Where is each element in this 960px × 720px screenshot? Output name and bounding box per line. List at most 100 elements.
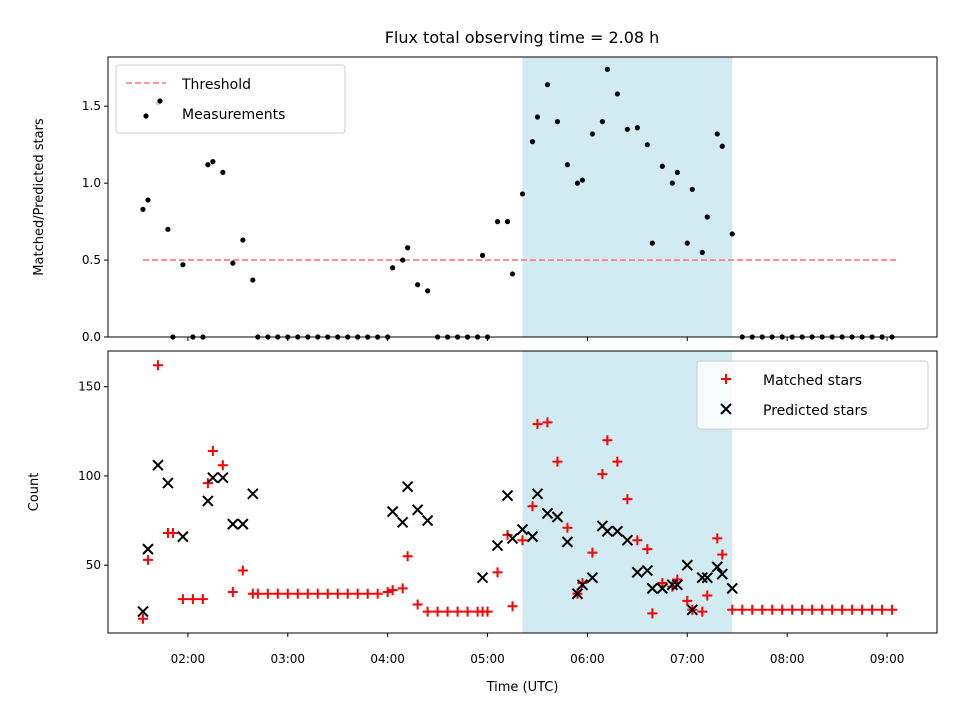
predicted-stars-point bbox=[601, 525, 614, 537]
x-tick-label: 07:00 bbox=[670, 652, 705, 666]
matched-stars-point bbox=[217, 460, 228, 471]
predicted-stars-point bbox=[526, 530, 539, 543]
matched-stars-point bbox=[632, 535, 643, 546]
measurements-point bbox=[425, 288, 431, 294]
measurements-point bbox=[589, 131, 596, 137]
matched-stars-point bbox=[712, 533, 723, 544]
predicted-stars-point bbox=[716, 568, 728, 580]
measurements-point bbox=[564, 162, 571, 168]
top-highlight-span bbox=[522, 57, 733, 337]
x-tick-label: 06:00 bbox=[570, 652, 605, 666]
measurements-point bbox=[250, 277, 256, 283]
measurements-point bbox=[674, 169, 680, 175]
legend-predicted-swatch bbox=[720, 403, 732, 415]
measurements-point bbox=[699, 249, 705, 255]
predicted-stars-point bbox=[396, 516, 409, 529]
matched-stars-point bbox=[462, 606, 473, 617]
predicted-stars-point bbox=[162, 477, 174, 489]
matched-stars-point bbox=[532, 419, 543, 430]
matched-stars-point bbox=[332, 588, 343, 599]
matched-stars-point bbox=[227, 586, 238, 597]
predicted-stars-point bbox=[217, 472, 229, 484]
legend-box bbox=[696, 360, 929, 430]
predicted-stars-point bbox=[686, 604, 699, 616]
matched-stars-point bbox=[612, 456, 623, 467]
measurements-point bbox=[644, 142, 650, 148]
x-axis-label: Time (UTC) bbox=[486, 680, 559, 695]
matched-stars-point bbox=[622, 494, 633, 505]
matched-stars-point bbox=[202, 478, 213, 489]
predicted-stars-point bbox=[646, 582, 659, 595]
measurements-point bbox=[659, 163, 665, 169]
predicted-stars-point bbox=[152, 459, 164, 471]
matched-stars-point bbox=[372, 588, 383, 599]
matched-stars-point bbox=[697, 606, 708, 617]
predicted-stars-point bbox=[202, 495, 214, 507]
matched-stars-point bbox=[177, 594, 188, 605]
predicted-stars-point bbox=[237, 518, 249, 530]
measurements-point bbox=[220, 169, 226, 175]
predicted-stars-point bbox=[506, 532, 519, 545]
matched-stars-point bbox=[577, 578, 588, 589]
measurements-point bbox=[390, 265, 396, 271]
top-y-tick-label: 1.0 bbox=[82, 176, 101, 190]
bottom-axes-frame bbox=[107, 350, 938, 634]
matched-stars-point bbox=[747, 604, 758, 615]
predicted-stars-point bbox=[726, 582, 738, 595]
measurements-point bbox=[210, 159, 216, 165]
measurements-point bbox=[415, 282, 421, 288]
matched-stars-point bbox=[282, 588, 293, 599]
matched-stars-point bbox=[727, 604, 738, 615]
matched-stars-point bbox=[702, 590, 713, 601]
x-tick-label: 04:00 bbox=[370, 652, 405, 666]
measurements-point bbox=[634, 125, 640, 131]
legend-label-measurements: Measurements bbox=[182, 107, 285, 123]
matched-stars-point bbox=[142, 554, 153, 565]
matched-stars-point bbox=[767, 604, 778, 615]
matched-stars-point bbox=[867, 604, 878, 615]
measurements-point bbox=[729, 231, 735, 237]
measurements-point bbox=[230, 260, 236, 266]
legend-measurements-swatch bbox=[157, 98, 163, 104]
matched-stars-point bbox=[397, 583, 408, 594]
top-y-tick-label: 1.5 bbox=[82, 99, 101, 113]
predicted-stars-point bbox=[611, 525, 624, 537]
matched-stars-point bbox=[807, 604, 818, 615]
predicted-stars-point bbox=[671, 579, 684, 591]
matched-stars-point bbox=[827, 604, 838, 615]
matched-stars-point bbox=[197, 594, 208, 605]
matched-stars-point bbox=[442, 606, 453, 617]
predicted-stars-point bbox=[491, 539, 504, 552]
matched-stars-point bbox=[272, 588, 283, 599]
bottom-y-tick-label: 100 bbox=[78, 469, 101, 483]
predicted-stars-point bbox=[401, 480, 414, 493]
predicted-stars-point bbox=[177, 530, 189, 543]
matched-stars-point bbox=[672, 574, 683, 585]
matched-stars-point bbox=[422, 606, 433, 617]
measurements-point bbox=[599, 119, 606, 125]
measurements-point bbox=[509, 271, 516, 277]
measurements-point bbox=[574, 180, 581, 186]
matched-stars-point bbox=[352, 588, 363, 599]
matched-stars-point bbox=[312, 588, 323, 599]
legend-label-threshold: Threshold bbox=[181, 77, 251, 93]
predicted-stars-point bbox=[656, 582, 669, 595]
predicted-stars-point bbox=[227, 518, 239, 530]
predicted-stars-point bbox=[531, 488, 544, 500]
matched-stars-point bbox=[322, 588, 333, 599]
legend-label-matched: Matched stars bbox=[763, 373, 862, 389]
x-tick-label: 03:00 bbox=[270, 652, 305, 666]
measurements-point bbox=[405, 245, 411, 251]
top-axes-frame bbox=[107, 56, 938, 338]
predicted-stars-point bbox=[142, 543, 154, 555]
predicted-stars-point bbox=[641, 564, 654, 577]
top-y-axis-label: Matched/Predicted stars bbox=[32, 118, 47, 276]
matched-stars-point bbox=[857, 604, 868, 615]
measurements-point bbox=[180, 262, 186, 268]
measurements-point bbox=[689, 186, 695, 192]
predicted-stars-point bbox=[631, 566, 644, 579]
bottom-y-axis-label: Count bbox=[27, 473, 42, 512]
predicted-stars-point bbox=[421, 514, 434, 527]
matched-stars-point bbox=[137, 613, 148, 624]
